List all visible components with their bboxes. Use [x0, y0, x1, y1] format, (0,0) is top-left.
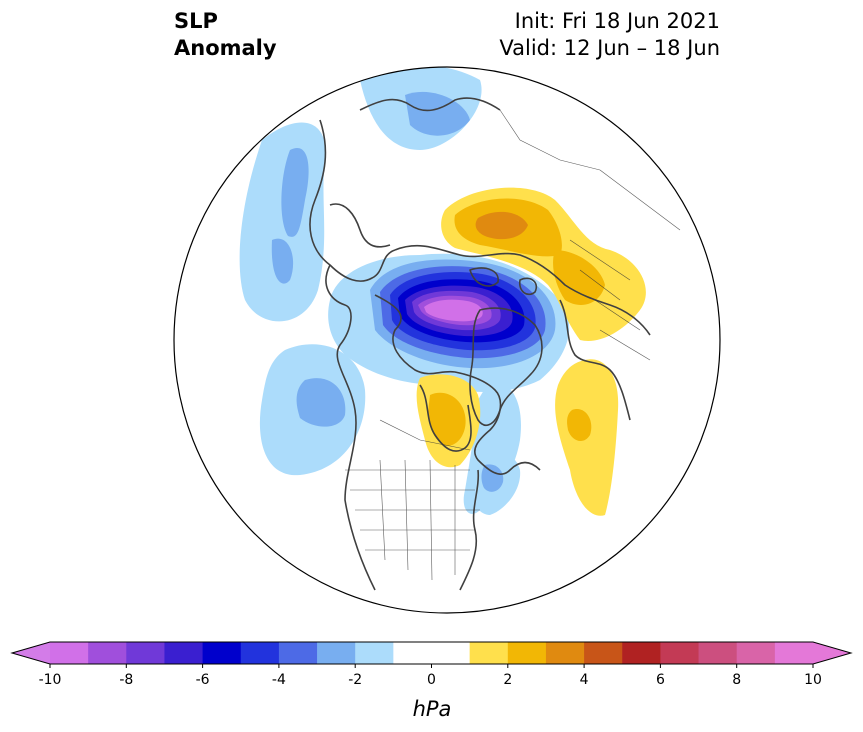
title-init-date: Init: Fri 18 Jun 2021 — [514, 9, 720, 33]
title-valid-range: Valid: 12 Jun – 18 Jun — [499, 36, 720, 60]
colorbar-segment — [164, 642, 204, 664]
colorbar-tick-label: 10 — [804, 672, 822, 688]
coastlines — [309, 97, 651, 591]
north-pacific-low — [239, 122, 326, 322]
title-variable: SLP — [174, 9, 218, 33]
hudson-bay-high — [416, 374, 481, 468]
colorbar-tick-label: 6 — [656, 672, 665, 688]
colorbar-segment — [698, 642, 738, 664]
colorbar-segment — [278, 642, 318, 664]
colorbar-segment — [240, 642, 280, 664]
colorbar-segment — [202, 642, 242, 664]
arctic-low-center — [370, 259, 556, 369]
colorbar-tick-label: -10 — [39, 672, 62, 688]
colorbar-ticks: -10 -8 -6 -4 -2 0 2 4 6 8 10 — [39, 664, 822, 688]
colorbar: -10 -8 -6 -4 -2 0 2 4 6 8 10 hPa — [10, 641, 853, 721]
colorbar-segment — [507, 642, 547, 664]
anomaly-field — [239, 67, 681, 591]
colorbar-segment — [774, 642, 814, 664]
pacific-low-south — [259, 344, 366, 476]
colorbar-extend-over — [813, 642, 851, 664]
globe-boundary — [173, 66, 721, 614]
colorbar-segment — [584, 642, 623, 664]
colorbar-segment — [393, 642, 471, 664]
north-atlantic-high — [555, 359, 619, 516]
borders — [345, 109, 681, 581]
colorbar-segment — [50, 642, 89, 664]
title-quantity: Anomaly — [174, 36, 277, 60]
japan-low — [360, 67, 482, 150]
plot-title-right: Init: Fri 18 Jun 2021 Valid: 12 Jun – 18… — [499, 8, 720, 62]
colorbar-segment — [126, 642, 165, 664]
colorbar-tick-label: 8 — [732, 672, 741, 688]
colorbar-segment — [317, 642, 356, 664]
colorbar-segment — [736, 642, 776, 664]
colorbar-tick-label: 0 — [427, 672, 436, 688]
colorbar-extend-under — [12, 642, 50, 664]
scandinavia-high — [441, 187, 646, 341]
colorbar-tick-label: -2 — [348, 672, 362, 688]
colorbar-segment — [355, 642, 394, 664]
colorbar-tick-label: -6 — [196, 672, 210, 688]
colorbar-segment — [469, 642, 509, 664]
colorbar-segment — [622, 642, 661, 664]
colorbar-tick-label: -4 — [272, 672, 286, 688]
colorbar-tick-label: 4 — [580, 672, 589, 688]
colorbar-tick-label: -8 — [119, 672, 133, 688]
colorbar-segment — [88, 642, 127, 664]
colorbar-segment — [545, 642, 585, 664]
colorbar-segments — [10, 641, 853, 665]
polar-map — [173, 66, 721, 614]
colorbar-segment — [660, 642, 700, 664]
colorbar-unit-label: hPa — [413, 697, 452, 721]
colorbar-tick-label: 2 — [503, 672, 512, 688]
plot-title-left: SLP Anomaly — [174, 8, 277, 62]
